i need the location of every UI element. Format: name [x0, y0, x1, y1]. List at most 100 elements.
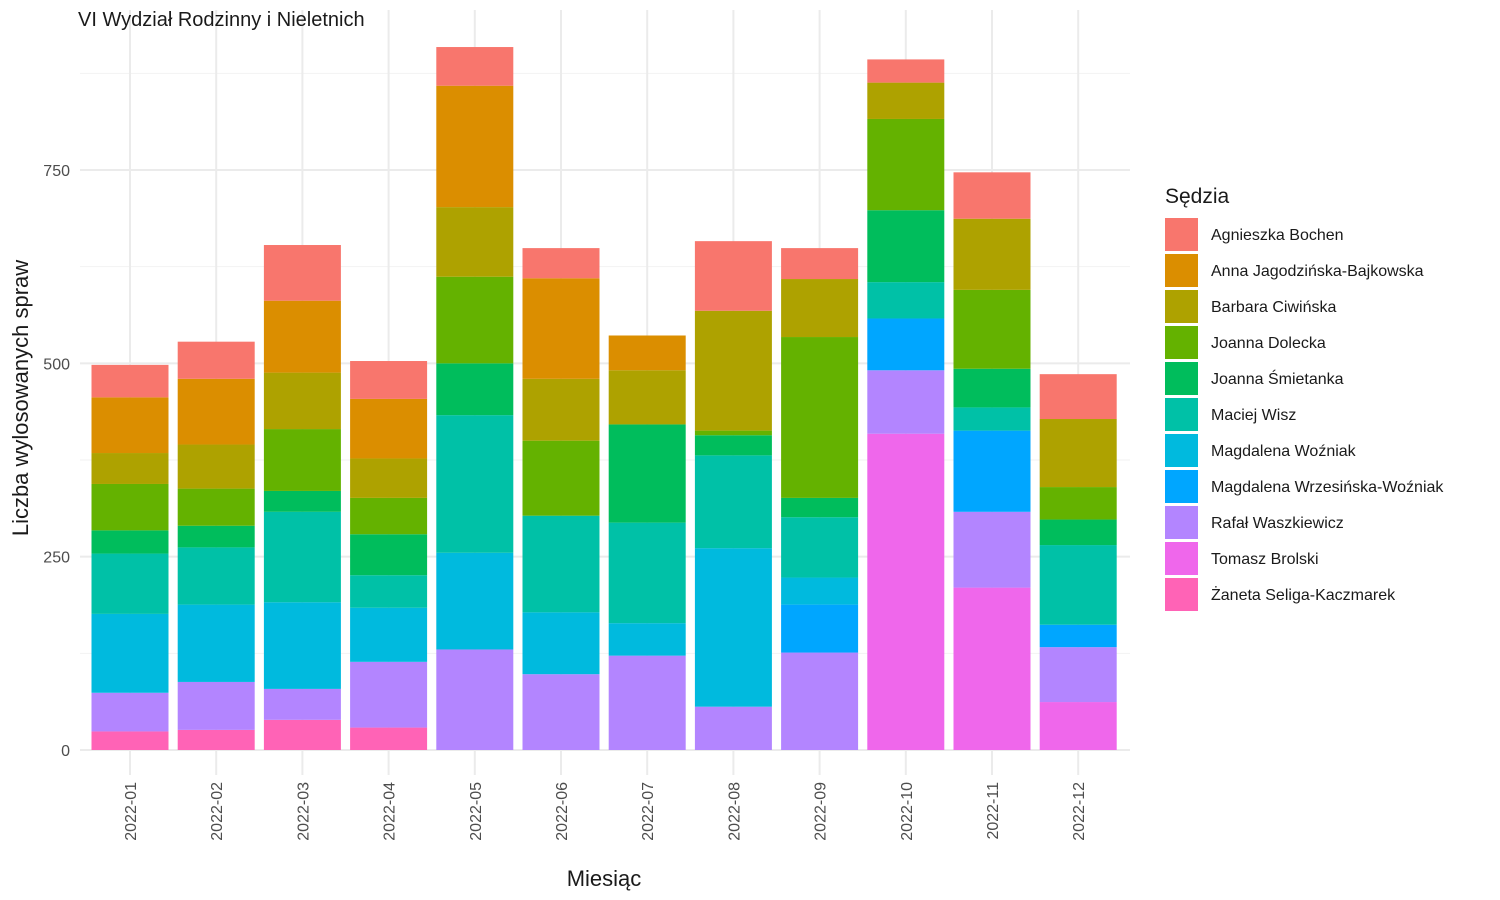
bar-segment [1039, 647, 1117, 703]
bar-segment [1039, 487, 1117, 520]
bar-segment [694, 435, 772, 456]
bar-segment [177, 488, 255, 526]
bar-segment [953, 511, 1031, 588]
bar-segment [1039, 419, 1117, 488]
bar-segment [350, 398, 428, 459]
bar-segment [867, 433, 945, 750]
legend-label: Agnieszka Bochen [1211, 227, 1344, 244]
legend-label: Żaneta Seliga-Kaczmarek [1211, 585, 1396, 604]
y-axis-ticks: 0 250 500 750 [43, 163, 70, 760]
bar-segment [1039, 702, 1117, 750]
bar-segment [608, 655, 686, 750]
bar-segment [263, 429, 341, 491]
bar-segment [867, 59, 945, 83]
bar-segment [781, 652, 859, 750]
bar-segment [177, 378, 255, 445]
bar-segment [608, 370, 686, 425]
chart-title: VI Wydział Rodzinny i Nieletnich [78, 9, 365, 31]
legend-swatch [1165, 254, 1198, 287]
bar-segment [263, 300, 341, 373]
bar-segment [263, 602, 341, 689]
bar-segment [350, 534, 428, 576]
bar-segment [263, 688, 341, 720]
bar-segment [436, 276, 514, 364]
legend-swatch [1165, 506, 1198, 539]
x-tick-label: 2022-08 [726, 782, 743, 841]
bar-segment [436, 47, 514, 86]
x-tick-label: 2022-02 [209, 782, 226, 841]
x-tick-label: 2022-11 [985, 782, 1002, 840]
bar-segment [953, 587, 1031, 750]
x-axis-ticks: 2022-01 2022-02 2022-03 2022-04 2022-05 2022-… [123, 782, 1088, 841]
legend-label: Barbara Ciwińska [1211, 299, 1336, 316]
bar-segment [867, 370, 945, 434]
legend-label: Joanna Dolecka [1211, 335, 1326, 352]
legend-swatch [1165, 218, 1198, 251]
bar-segment [91, 530, 169, 554]
bar-segment [91, 731, 169, 750]
bar-segment [953, 172, 1031, 219]
legend: Sędzia Agnieszka Bochen Anna Jagodzińska-… [1165, 185, 1444, 611]
bar-segment [177, 525, 255, 548]
y-tick-label: 750 [43, 163, 70, 180]
bar-segment [436, 552, 514, 650]
bar-segment [91, 397, 169, 454]
legend-label: Maciej Wisz [1211, 407, 1296, 424]
x-tick-label: 2022-01 [123, 782, 140, 841]
legend-swatch [1165, 434, 1198, 467]
bar-segment [436, 85, 514, 208]
legend-swatch [1165, 470, 1198, 503]
legend-swatch [1165, 290, 1198, 323]
legend-swatch [1165, 542, 1198, 575]
bar-segment [953, 407, 1031, 431]
bar-segment [350, 607, 428, 662]
bar-segment [694, 455, 772, 549]
bar-segment [263, 490, 341, 512]
bar-segment [608, 623, 686, 656]
bar-segment [694, 430, 772, 436]
bar-segment [177, 681, 255, 730]
bar-segment [177, 547, 255, 605]
bar-segment [522, 440, 600, 516]
bar-segment [608, 424, 686, 523]
bar-segment [350, 661, 428, 728]
y-tick-label: 0 [61, 743, 70, 760]
x-axis-title: Miesiąc [567, 866, 642, 891]
x-tick-label: 2022-10 [899, 782, 916, 841]
legend-title: Sędzia [1165, 185, 1230, 208]
bar-segment [91, 364, 169, 398]
bar-segment [867, 82, 945, 119]
bar-segment [350, 497, 428, 535]
x-tick-label: 2022-04 [382, 782, 399, 841]
bar-segment [1039, 624, 1117, 648]
bar-segment [608, 335, 686, 371]
bar-segment [953, 368, 1031, 408]
bar-segment [1039, 374, 1117, 420]
bar-segment [177, 604, 255, 682]
bar-segment [608, 522, 686, 624]
bar-segment [781, 248, 859, 280]
bar-segment [436, 363, 514, 416]
bar-segment [91, 692, 169, 732]
legend-label: Joanna Śmietanka [1211, 369, 1344, 388]
bar-segment [522, 612, 600, 675]
bar-segment [263, 719, 341, 750]
bar-segment [350, 458, 428, 498]
bar-segment [91, 553, 169, 614]
bar-segment [694, 706, 772, 750]
bar-segment [177, 444, 255, 489]
bar-segment [867, 118, 945, 211]
legend-label: Anna Jagodzińska-Bajkowska [1211, 263, 1424, 280]
bar-segment [781, 604, 859, 653]
bar-segment [263, 511, 341, 603]
legend-label: Magdalena Woźniak [1211, 443, 1357, 460]
x-tick-label: 2022-07 [640, 782, 657, 841]
legend-swatch [1165, 362, 1198, 395]
bar-segment [694, 310, 772, 431]
y-tick-label: 250 [43, 550, 70, 567]
bar-segment [1039, 545, 1117, 625]
bar-segment [177, 341, 255, 379]
bar-segment [91, 453, 169, 484]
bar-segment [350, 727, 428, 750]
